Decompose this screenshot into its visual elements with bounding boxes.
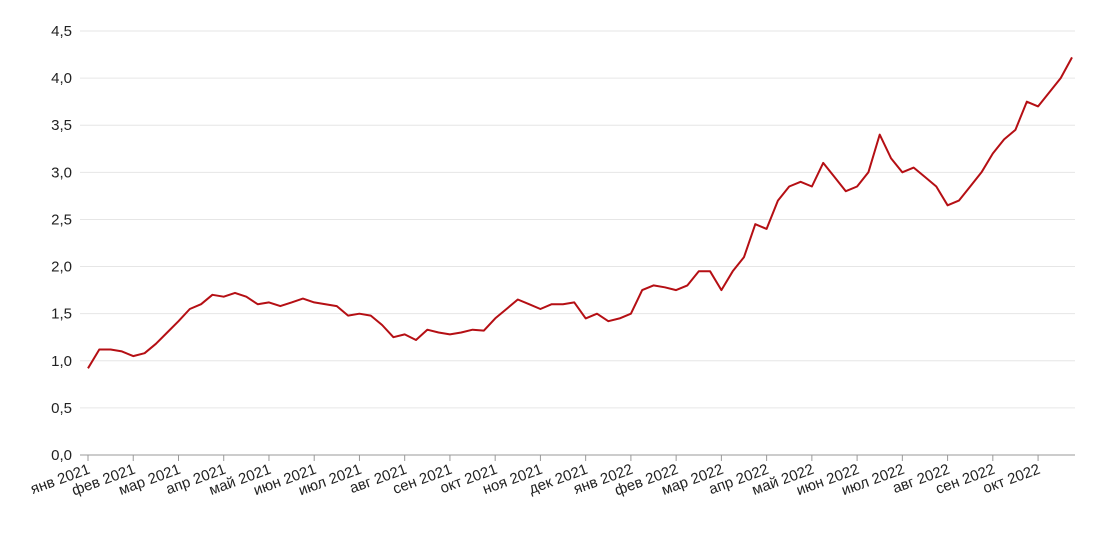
y-tick-label: 4,0 (51, 70, 72, 87)
data-line (87, 56, 1073, 369)
y-tick-label: 0,5 (51, 400, 72, 417)
y-tick-label: 3,5 (51, 117, 72, 134)
y-tick-label: 2,5 (51, 211, 72, 228)
y-tick-label: 0,0 (51, 447, 72, 464)
y-tick-label: 4,5 (51, 23, 72, 40)
y-tick-label: 3,0 (51, 164, 72, 181)
y-tick-label: 1,5 (51, 306, 72, 323)
y-tick-label: 2,0 (51, 259, 72, 276)
y-tick-label: 1,0 (51, 353, 72, 370)
